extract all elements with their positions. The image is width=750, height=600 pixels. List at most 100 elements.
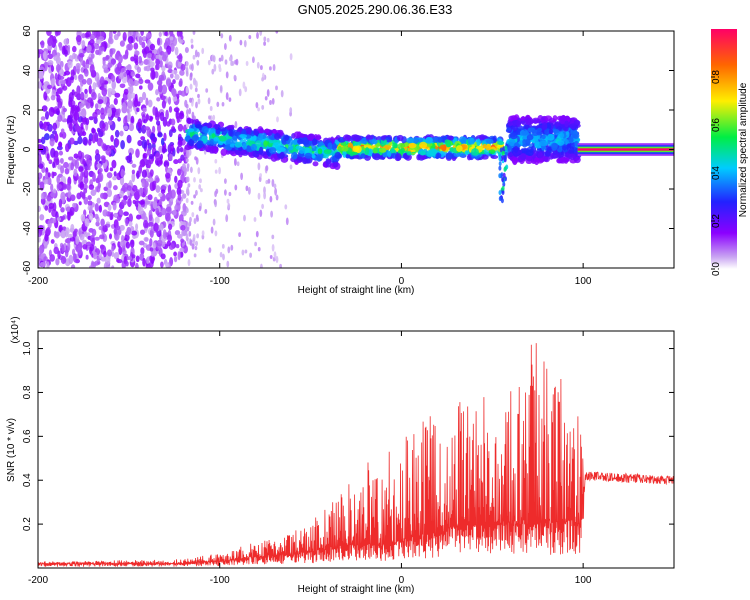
noise-blob — [146, 148, 151, 156]
noise-blob — [255, 230, 259, 238]
signal-blob — [498, 161, 502, 167]
noise-blob — [289, 53, 293, 61]
signal-blob — [536, 131, 542, 136]
noise-blob — [113, 228, 118, 235]
noise-blob — [72, 202, 77, 208]
noise-blob — [180, 224, 186, 231]
noise-blob — [101, 87, 108, 97]
noise-blob — [148, 214, 153, 222]
noise-blob — [178, 214, 184, 224]
noise-blob — [100, 155, 106, 161]
noise-blob — [48, 202, 55, 209]
noise-blob — [82, 136, 88, 146]
noise-blob — [112, 31, 117, 34]
signal-blob — [317, 148, 323, 155]
noise-blob — [77, 150, 83, 160]
noise-blob — [163, 132, 167, 142]
noise-blob — [85, 102, 91, 109]
noise-blob — [224, 59, 228, 65]
noise-blob — [161, 65, 166, 72]
signal-blob — [498, 165, 502, 171]
noise-blob — [117, 116, 122, 122]
noise-blob — [164, 212, 171, 222]
signal-blob — [341, 146, 349, 152]
noise-blob — [137, 118, 143, 129]
noise-blob — [155, 54, 160, 60]
noise-blob — [188, 221, 192, 227]
noise-blob — [256, 32, 259, 39]
noise-blob — [152, 184, 156, 191]
noise-blob — [135, 262, 139, 268]
noise-blob — [100, 218, 105, 227]
noise-blob — [168, 129, 173, 138]
noise-blob — [85, 254, 89, 260]
signal-blob — [445, 152, 453, 160]
noise-blob — [123, 211, 129, 216]
noise-blob — [39, 262, 45, 267]
noise-blob — [221, 244, 225, 249]
noise-blob — [110, 58, 117, 65]
noise-blob — [132, 199, 137, 205]
noise-blob — [146, 139, 150, 146]
signal-blob — [559, 132, 565, 139]
noise-blob — [109, 167, 114, 172]
noise-blob — [113, 251, 120, 260]
noise-blob — [62, 85, 68, 91]
noise-blob — [130, 115, 135, 124]
noise-blob — [58, 75, 65, 80]
noise-blob — [160, 253, 166, 260]
snr-exponent-label: (x10⁴) — [10, 316, 21, 343]
signal-blob — [449, 147, 454, 152]
noise-blob — [50, 239, 55, 244]
noise-blob — [269, 66, 272, 71]
noise-blob — [243, 40, 247, 48]
noise-blob — [191, 212, 195, 218]
noise-blob — [192, 77, 196, 86]
noise-blob — [257, 247, 261, 252]
noise-blob — [158, 159, 163, 165]
signal-blob — [431, 136, 439, 143]
noise-blob — [224, 189, 227, 196]
noise-blob — [50, 65, 55, 72]
noise-blob — [47, 172, 51, 178]
noise-blob — [67, 190, 72, 199]
noise-blob — [103, 250, 107, 258]
noise-blob — [177, 179, 183, 189]
noise-blob — [242, 81, 246, 89]
noise-blob — [156, 80, 163, 86]
noise-blob — [140, 136, 146, 141]
signal-blob — [501, 150, 505, 156]
noise-blob — [188, 107, 192, 115]
noise-blob — [192, 31, 196, 35]
noise-blob — [166, 240, 172, 247]
noise-blob — [58, 150, 64, 156]
noise-blob — [257, 107, 260, 112]
noise-blob — [111, 88, 116, 95]
noise-blob — [114, 66, 121, 75]
colorbar-ticks: 0.0 0.2 0.4 0.6 0.8 — [711, 70, 722, 276]
noise-blob — [49, 254, 55, 262]
noise-blob — [269, 195, 273, 203]
signal-blob — [512, 157, 518, 166]
x-tick-label: 100 — [575, 276, 592, 287]
noise-blob — [39, 249, 43, 255]
noise-blob — [86, 77, 93, 86]
noise-blob — [107, 119, 113, 126]
noise-blob — [259, 173, 262, 178]
noise-blob — [59, 69, 65, 76]
noise-blob — [139, 200, 145, 205]
signal-blob — [391, 152, 397, 159]
signal-blob — [525, 155, 532, 161]
noise-blob — [81, 131, 87, 137]
noise-blob — [153, 222, 159, 233]
noise-blob — [271, 234, 275, 240]
noise-blob — [274, 187, 277, 196]
noise-blob — [273, 183, 277, 189]
noise-blob — [177, 139, 183, 148]
noise-blob — [96, 256, 100, 263]
noise-blob — [54, 72, 58, 80]
noise-blob — [177, 250, 181, 261]
x-tick-label: -100 — [210, 575, 230, 586]
signal-blob — [332, 161, 339, 168]
colorbar-tick-label: 0.0 — [711, 262, 722, 276]
